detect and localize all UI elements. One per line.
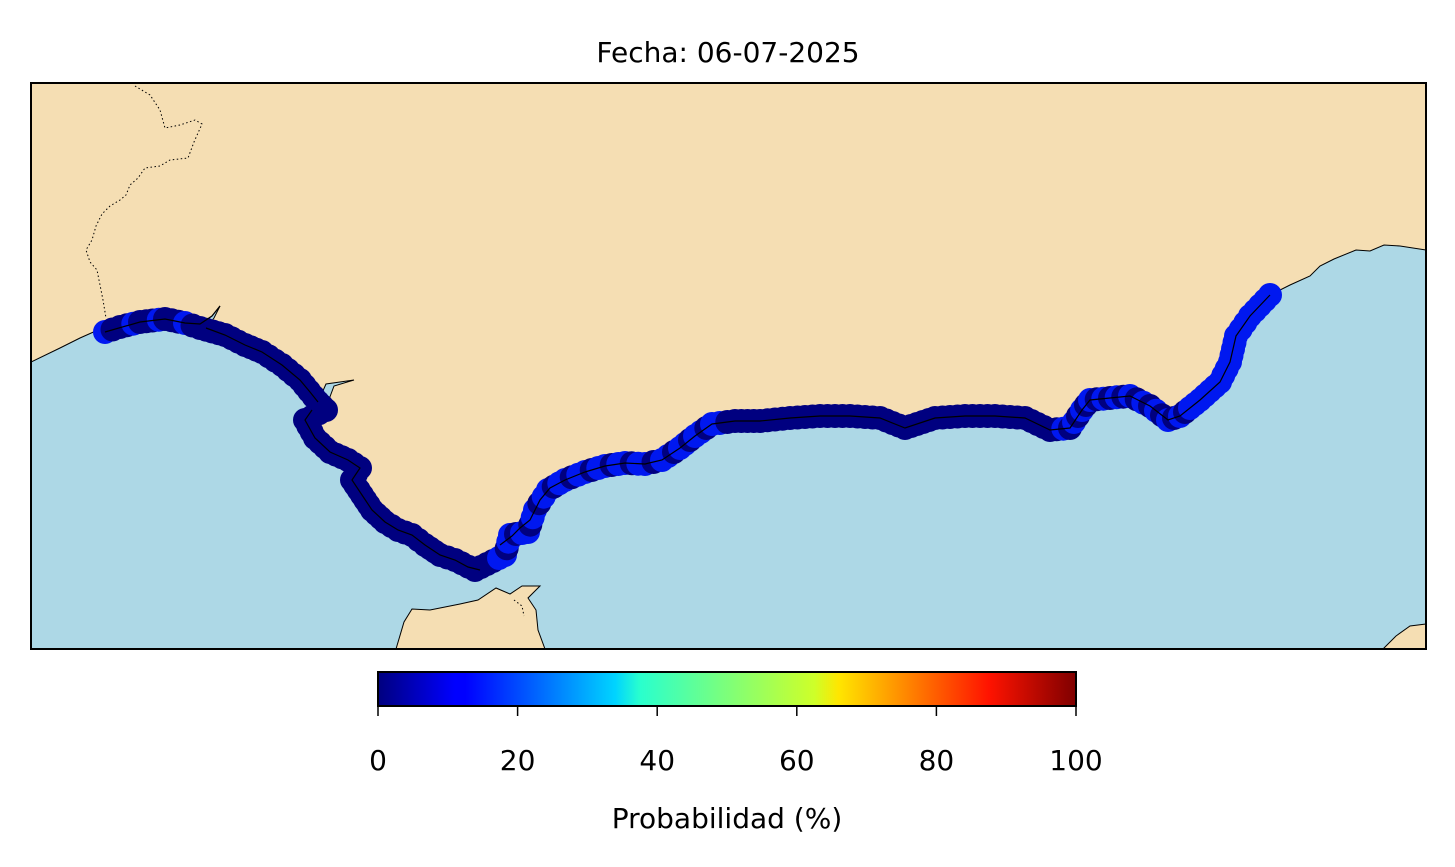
map-frame [30, 82, 1427, 650]
ceuta-border [513, 599, 525, 617]
colorbar-tick-label: 80 [919, 744, 955, 777]
portugal-spain-border [85, 85, 203, 319]
colorbar-tick-label: 0 [369, 744, 387, 777]
colorbar-gradient [377, 671, 1077, 707]
colorbar-tick-label: 100 [1049, 744, 1102, 777]
map-panel [31, 83, 1426, 649]
colorbar-tick-label: 40 [639, 744, 675, 777]
colorbar-label: Probabilidad (%) [612, 802, 843, 835]
map-title: Fecha: 06-07-2025 [596, 36, 859, 69]
colorbar-tick-label: 60 [779, 744, 815, 777]
colorbar-ticks: 0 20 40 60 80 100 [369, 706, 1103, 777]
coastline-overlay [104, 294, 1271, 571]
colorbar: 0 20 40 60 80 100 Probabilidad (%) [369, 671, 1103, 835]
colorbar-tick-label: 20 [500, 744, 536, 777]
